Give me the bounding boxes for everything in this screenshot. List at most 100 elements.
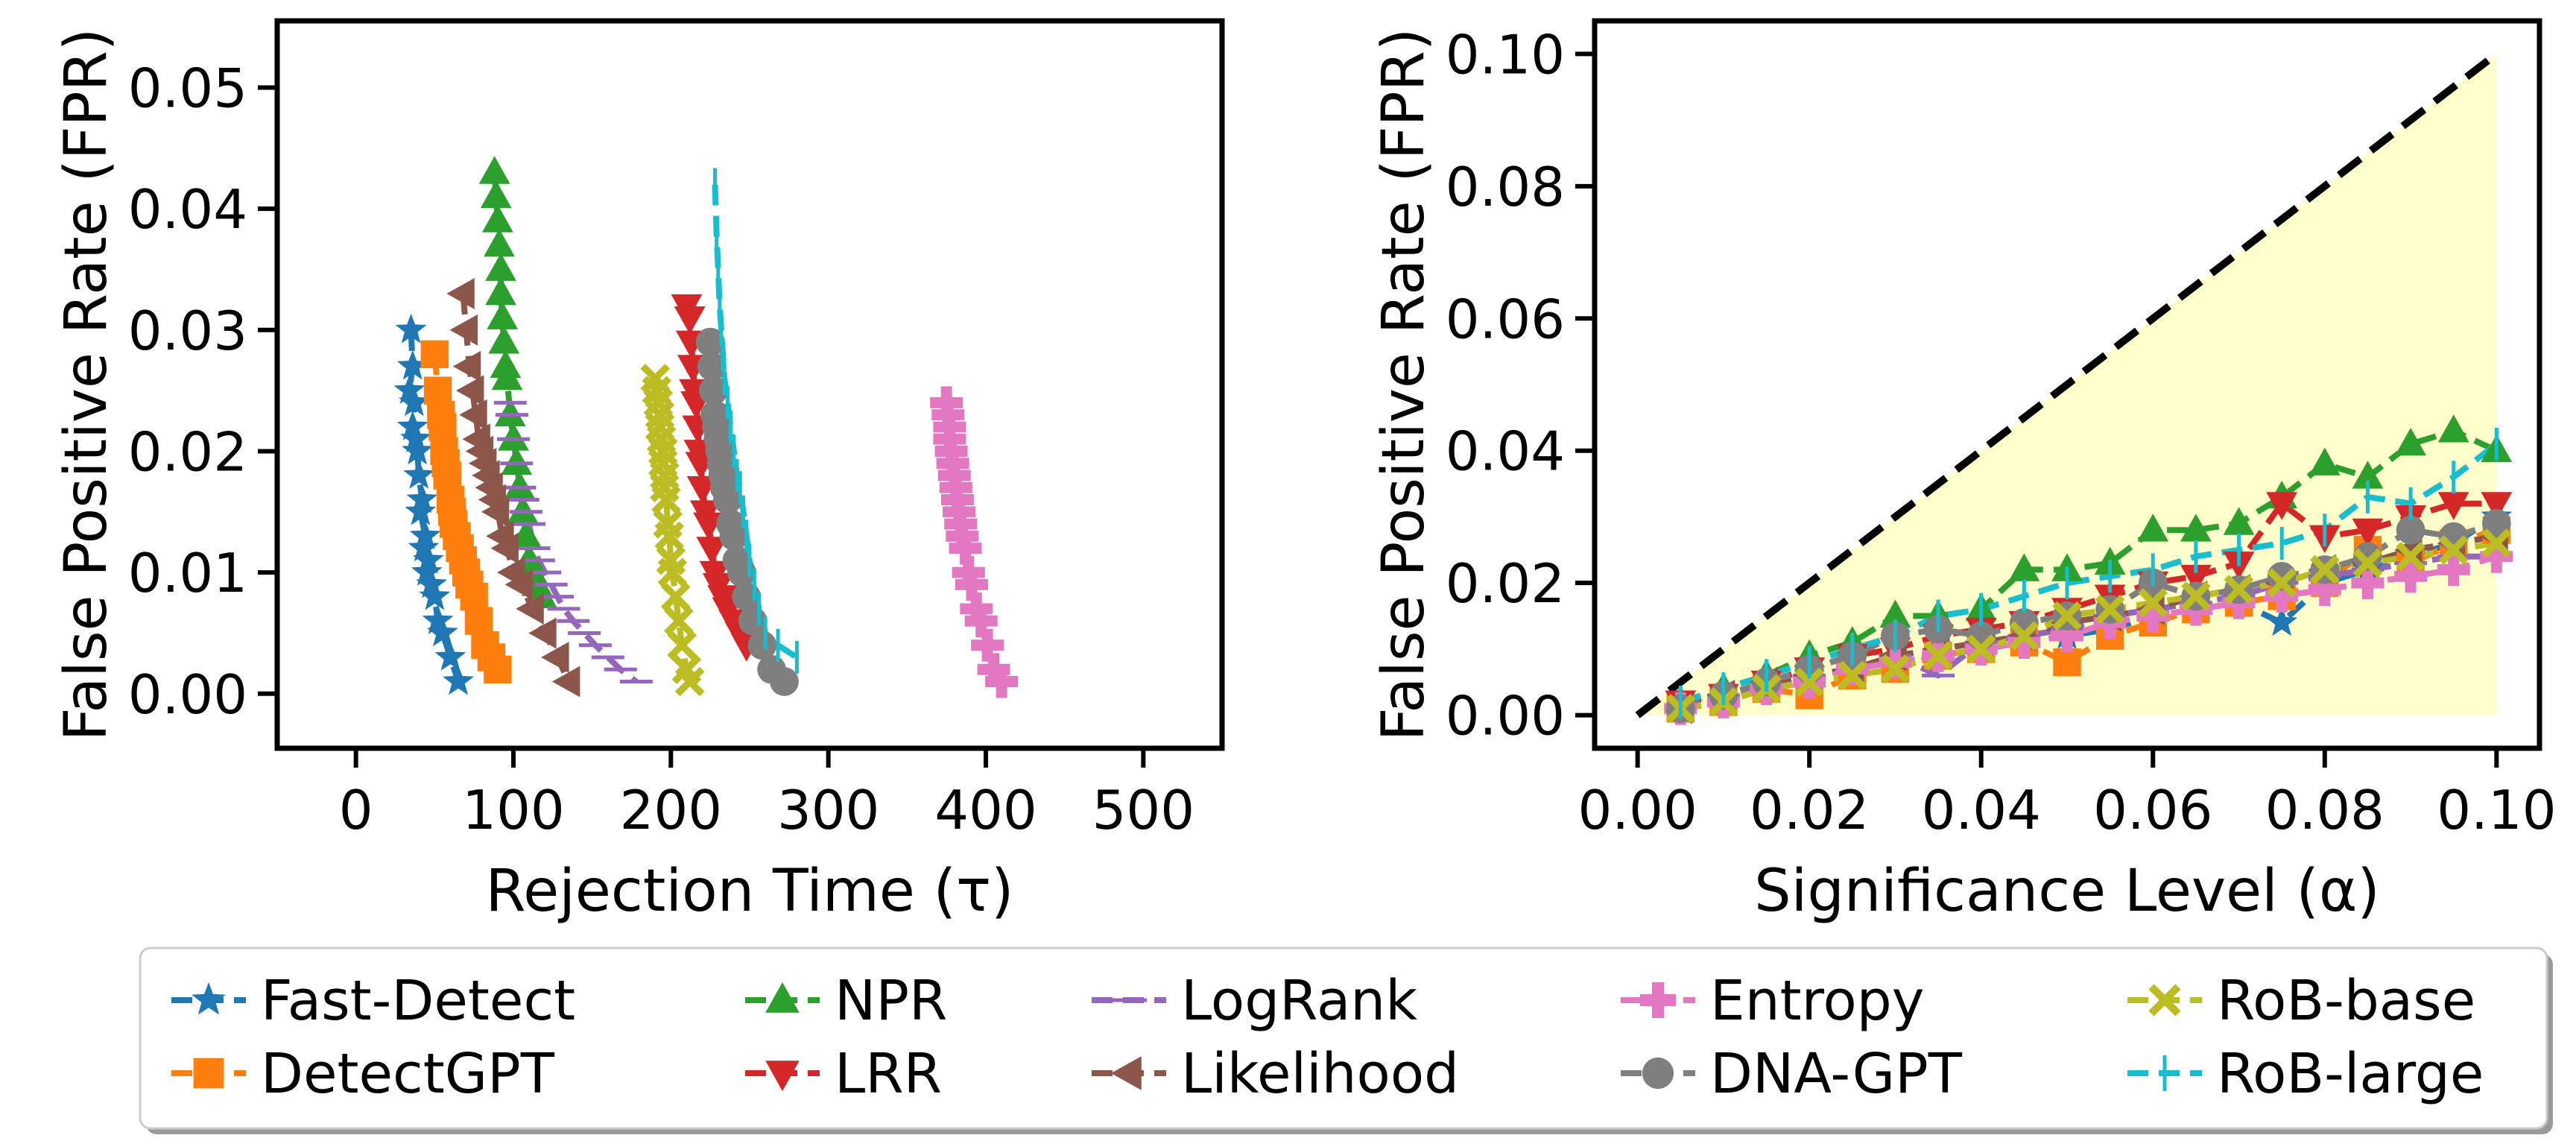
x-tick-label: 0.02 — [1750, 779, 1869, 841]
right-reference-diagonal — [1635, 51, 2499, 718]
legend-marker-dna-gpt — [1642, 1057, 1674, 1090]
point-entropy — [964, 604, 998, 638]
point-rob-base — [1794, 667, 1824, 698]
point-fast-detect — [402, 434, 434, 465]
point-entropy — [2007, 626, 2041, 660]
y-tick-label: 0.04 — [1446, 420, 1565, 483]
point-entropy — [2394, 560, 2428, 593]
legend-entry-logrank: LogRank — [1092, 969, 1417, 1033]
point-detectgpt — [460, 582, 488, 611]
point-npr — [478, 156, 510, 184]
legend-marker-fast-detect — [192, 982, 226, 1015]
legend-label-fast-detect: Fast-Detect — [261, 969, 575, 1033]
x-tick-label: 0.10 — [2437, 779, 2556, 841]
point-fast-detect — [409, 519, 441, 550]
point-fast-detect — [422, 604, 454, 634]
point-lrr — [686, 475, 718, 505]
point-rob-base — [2095, 594, 2125, 625]
left-axis-ticks: 0 100 200 300 400 500 0.00 0.01 0.02 0.03 0.04 0.05 — [128, 57, 1194, 841]
point-entropy — [2480, 540, 2513, 573]
point-detectgpt — [464, 607, 493, 635]
point-npr — [2008, 553, 2040, 581]
legend-label-logrank: LogRank — [1181, 969, 1417, 1033]
point-lrr — [2352, 518, 2384, 547]
point-rob-base — [1838, 660, 1867, 691]
point-dna-gpt — [719, 521, 749, 551]
point-entropy — [2308, 573, 2341, 607]
point-dna-gpt — [699, 376, 728, 405]
legend-entries: Fast-Detect DetectGPT NPR LRR LogRank Likelih… — [171, 969, 2484, 1106]
legend-label-rob-base: RoB-base — [2217, 969, 2475, 1033]
point-rob-base — [2438, 535, 2469, 565]
point-fast-detect — [396, 410, 428, 440]
legend-marker-entropy — [1640, 982, 1676, 1018]
point-fast-detect — [395, 313, 427, 344]
x-tick-label: 0.00 — [1577, 779, 1697, 841]
point-entropy — [971, 628, 1004, 662]
y-tick-label: 0.00 — [1446, 685, 1565, 748]
y-tick-label: 0.04 — [128, 178, 247, 241]
point-npr — [490, 350, 522, 378]
point-npr — [2308, 447, 2341, 475]
point-npr — [2352, 461, 2384, 489]
point-npr — [2223, 507, 2255, 535]
legend-entry-fast-detect: Fast-Detect — [171, 969, 575, 1033]
point-dna-gpt — [2267, 561, 2297, 591]
point-npr — [485, 277, 516, 306]
y-tick-label: 0.03 — [128, 300, 247, 362]
left-axes-frame — [274, 18, 1225, 751]
legend-label-lrr: LRR — [835, 1042, 942, 1106]
point-rob-base — [1923, 640, 1953, 671]
point-fast-detect — [408, 531, 440, 562]
x-tick-label: 400 — [934, 779, 1037, 841]
point-npr — [498, 423, 529, 451]
point-rob-base — [1880, 654, 1911, 684]
point-npr — [491, 361, 523, 391]
point-dna-gpt — [2396, 515, 2425, 545]
legend-entry-rob-base: RoB-base — [2127, 969, 2475, 1033]
point-entropy — [1879, 645, 1912, 679]
point-npr — [2137, 513, 2169, 542]
point-npr — [504, 471, 536, 499]
point-lrr — [674, 306, 706, 335]
point-npr — [2395, 427, 2426, 456]
point-likelihood — [456, 375, 484, 407]
point-entropy — [2051, 619, 2083, 653]
point-rob-base — [660, 581, 691, 612]
legend-entry-dna-gpt: DNA-GPT — [1621, 1042, 1963, 1106]
point-dna-gpt — [713, 485, 742, 514]
right-y-axis-label: False Positive Rate (FPR) — [1370, 28, 1437, 742]
point-likelihood — [504, 569, 533, 601]
left-y-axis-label: False Positive Rate (FPR) — [53, 28, 120, 742]
point-fast-detect — [426, 616, 458, 647]
point-npr — [1879, 599, 1911, 628]
point-detectgpt — [484, 655, 512, 683]
point-dna-gpt — [2353, 542, 2382, 572]
point-npr — [487, 301, 519, 329]
x-tick-label: 0.06 — [2093, 779, 2212, 841]
point-rob-base — [2224, 575, 2254, 604]
point-rob-base — [2310, 554, 2340, 585]
point-rob-base — [2267, 568, 2297, 598]
legend-label-detectgpt: DetectGPT — [261, 1042, 555, 1106]
point-likelihood — [551, 666, 580, 698]
legend-entry-entropy: Entropy — [1621, 969, 1925, 1033]
point-likelihood — [528, 617, 557, 649]
point-fast-detect — [398, 386, 430, 417]
point-npr — [480, 180, 512, 209]
legend-marker-likelihood — [1111, 1056, 1142, 1090]
point-fast-detect — [412, 543, 444, 574]
legend-entry-npr: NPR — [745, 969, 947, 1033]
y-tick-label: 0.06 — [1446, 288, 1565, 350]
point-likelihood — [446, 278, 475, 309]
legend-box — [139, 947, 2548, 1130]
point-dna-gpt — [2482, 508, 2511, 538]
point-fast-detect — [443, 665, 474, 695]
legend-entry-likelihood: Likelihood — [1092, 1042, 1459, 1106]
legend-marker-rob-base — [2148, 984, 2181, 1017]
point-fast-detect — [403, 459, 435, 489]
x-tick-label: 200 — [620, 779, 722, 841]
point-fast-detect — [400, 423, 431, 452]
y-tick-label: 0.00 — [128, 663, 247, 726]
